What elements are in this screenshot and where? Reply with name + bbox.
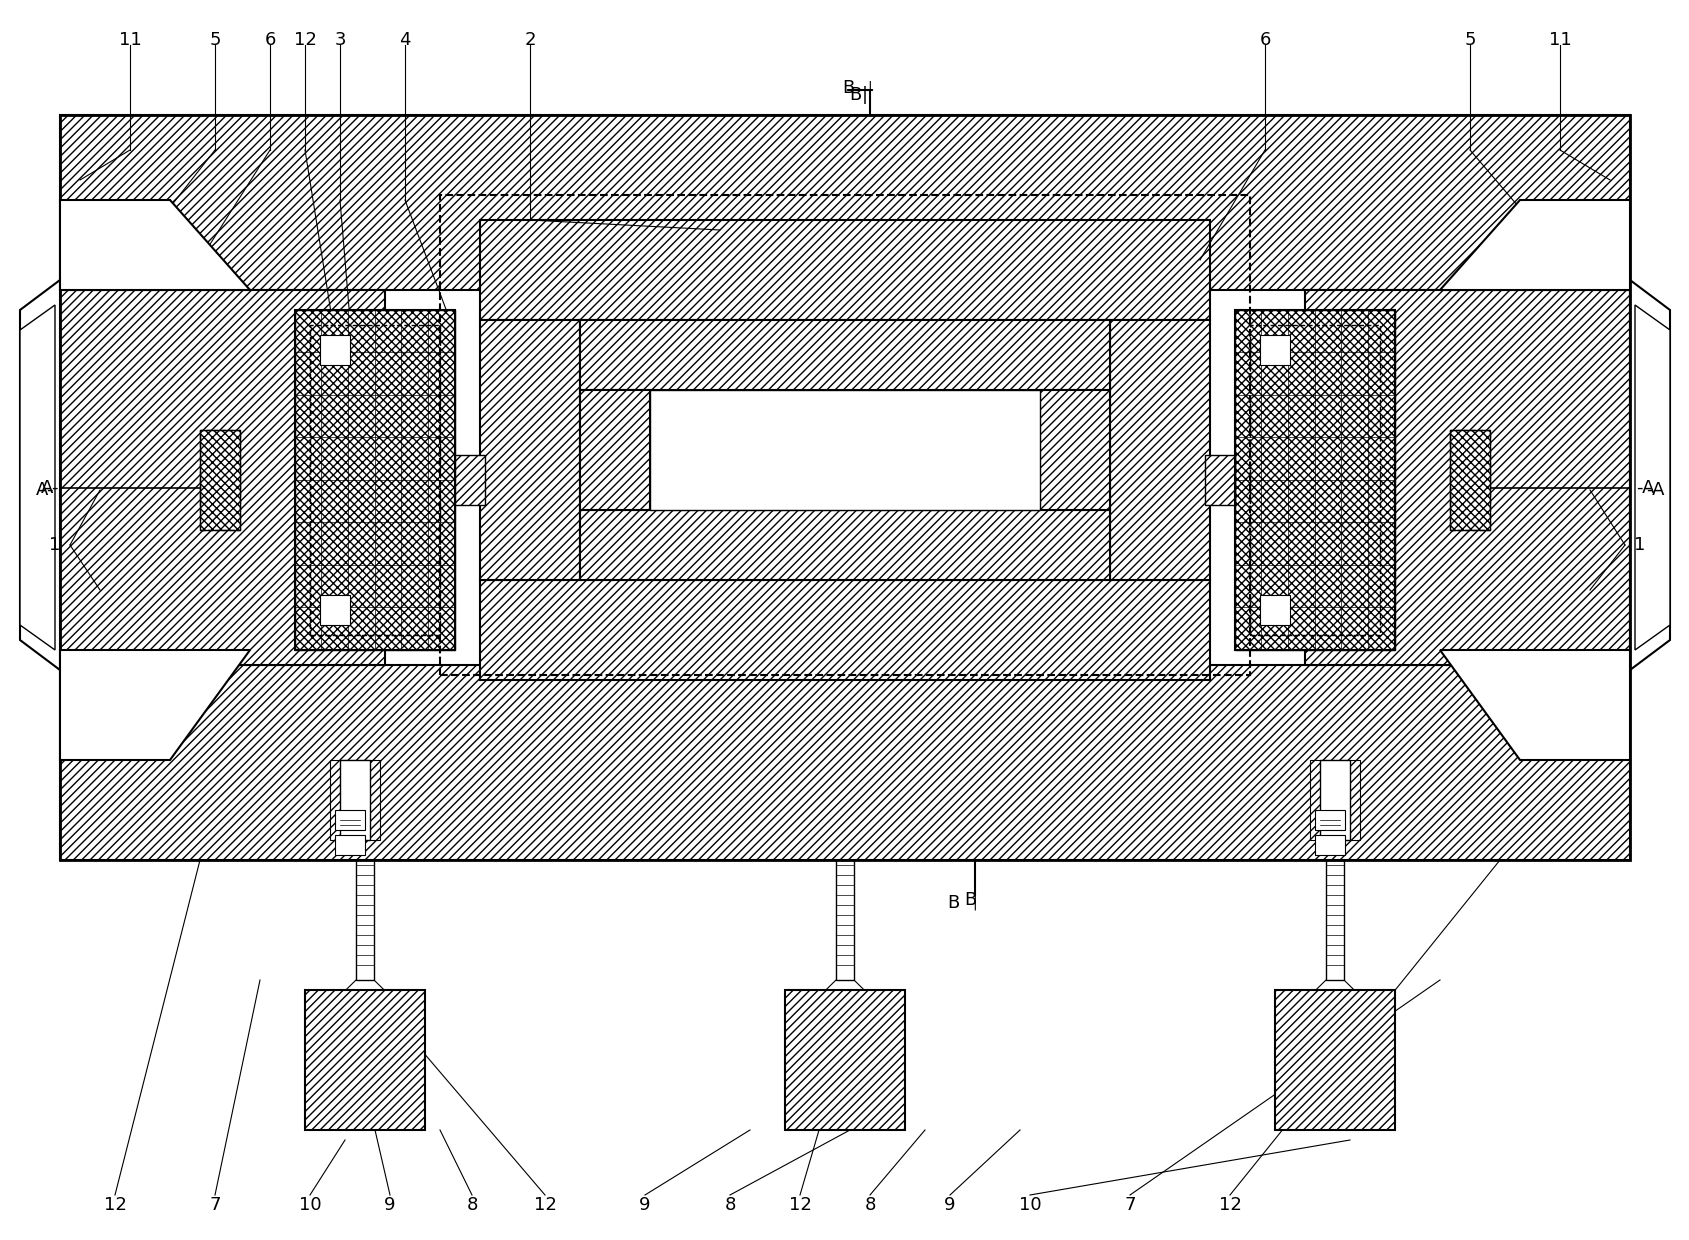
Text: 1: 1 <box>1633 536 1645 554</box>
Bar <box>319 595 350 625</box>
Text: -A: -A <box>1645 481 1664 498</box>
Bar <box>61 290 385 665</box>
Bar <box>480 219 1209 320</box>
Text: 11: 11 <box>118 31 142 50</box>
Bar <box>1274 990 1393 1130</box>
Text: 10: 10 <box>1018 1197 1040 1214</box>
Bar <box>1449 430 1490 529</box>
Text: 6: 6 <box>263 31 275 50</box>
Text: B: B <box>963 892 976 909</box>
Bar <box>1110 320 1209 580</box>
Bar <box>1326 861 1343 980</box>
Polygon shape <box>1439 650 1628 760</box>
Text: B: B <box>843 79 855 97</box>
Text: 1: 1 <box>49 536 61 554</box>
Bar <box>319 335 350 365</box>
Polygon shape <box>20 280 61 670</box>
Polygon shape <box>20 305 56 650</box>
Bar <box>439 195 1250 675</box>
Bar <box>579 510 1110 580</box>
Text: 12: 12 <box>789 1197 811 1214</box>
Text: 9: 9 <box>383 1197 395 1214</box>
Polygon shape <box>1633 305 1669 650</box>
Text: -A: -A <box>1635 479 1654 497</box>
Bar <box>339 760 370 839</box>
Text: |: | <box>861 86 868 104</box>
Text: 12: 12 <box>294 31 316 50</box>
Bar <box>296 310 454 650</box>
Text: 7: 7 <box>209 1197 221 1214</box>
Bar <box>309 325 439 635</box>
Polygon shape <box>1439 200 1628 290</box>
Text: 2: 2 <box>524 31 535 50</box>
Text: 3: 3 <box>334 31 346 50</box>
Text: 9: 9 <box>944 1197 956 1214</box>
Text: 10: 10 <box>299 1197 321 1214</box>
Polygon shape <box>61 650 250 760</box>
Text: A-: A- <box>35 481 54 498</box>
Bar <box>199 430 240 529</box>
Text: 5: 5 <box>209 31 221 50</box>
Text: 11: 11 <box>1547 31 1571 50</box>
Bar <box>1314 835 1344 856</box>
Text: 7: 7 <box>1123 1197 1135 1214</box>
Bar <box>1449 430 1490 529</box>
Text: 4: 4 <box>399 31 410 50</box>
Bar <box>304 990 424 1130</box>
Text: B: B <box>848 86 861 104</box>
Bar <box>1314 810 1344 830</box>
Bar <box>650 391 1039 510</box>
Bar <box>356 861 373 980</box>
Bar <box>1235 310 1393 650</box>
Bar <box>1304 290 1628 665</box>
Text: 8: 8 <box>725 1197 735 1214</box>
Text: 9: 9 <box>638 1197 650 1214</box>
Bar <box>480 580 1209 680</box>
Bar <box>334 810 365 830</box>
Bar <box>334 835 365 856</box>
Bar <box>61 115 1628 290</box>
Text: |: | <box>973 895 976 910</box>
Text: 5: 5 <box>1463 31 1474 50</box>
Text: 12: 12 <box>534 1197 556 1214</box>
Bar <box>1260 335 1289 365</box>
Text: B: B <box>948 894 959 911</box>
Bar <box>836 861 853 980</box>
Bar <box>1250 325 1380 635</box>
Bar <box>1309 760 1360 839</box>
Text: 6: 6 <box>1258 31 1270 50</box>
Bar <box>1204 455 1235 505</box>
Bar <box>480 320 579 580</box>
Text: 8: 8 <box>863 1197 875 1214</box>
Text: 8: 8 <box>466 1197 478 1214</box>
Polygon shape <box>1274 980 1393 1030</box>
Polygon shape <box>61 200 250 290</box>
Bar <box>296 310 454 650</box>
Bar <box>579 391 650 510</box>
Bar <box>1319 760 1350 839</box>
Bar <box>199 430 240 529</box>
Bar <box>454 455 485 505</box>
Text: 12: 12 <box>103 1197 127 1214</box>
Bar <box>1039 391 1110 510</box>
Bar <box>784 990 905 1130</box>
Bar <box>1235 310 1393 650</box>
Bar <box>61 665 1628 861</box>
Polygon shape <box>784 980 905 1030</box>
Text: 12: 12 <box>1218 1197 1241 1214</box>
Text: |: | <box>866 81 872 95</box>
Polygon shape <box>304 980 424 1030</box>
Bar <box>579 320 1110 391</box>
Bar <box>1260 595 1289 625</box>
Bar <box>329 760 380 839</box>
Polygon shape <box>1628 280 1669 670</box>
Text: A-: A- <box>41 479 59 497</box>
